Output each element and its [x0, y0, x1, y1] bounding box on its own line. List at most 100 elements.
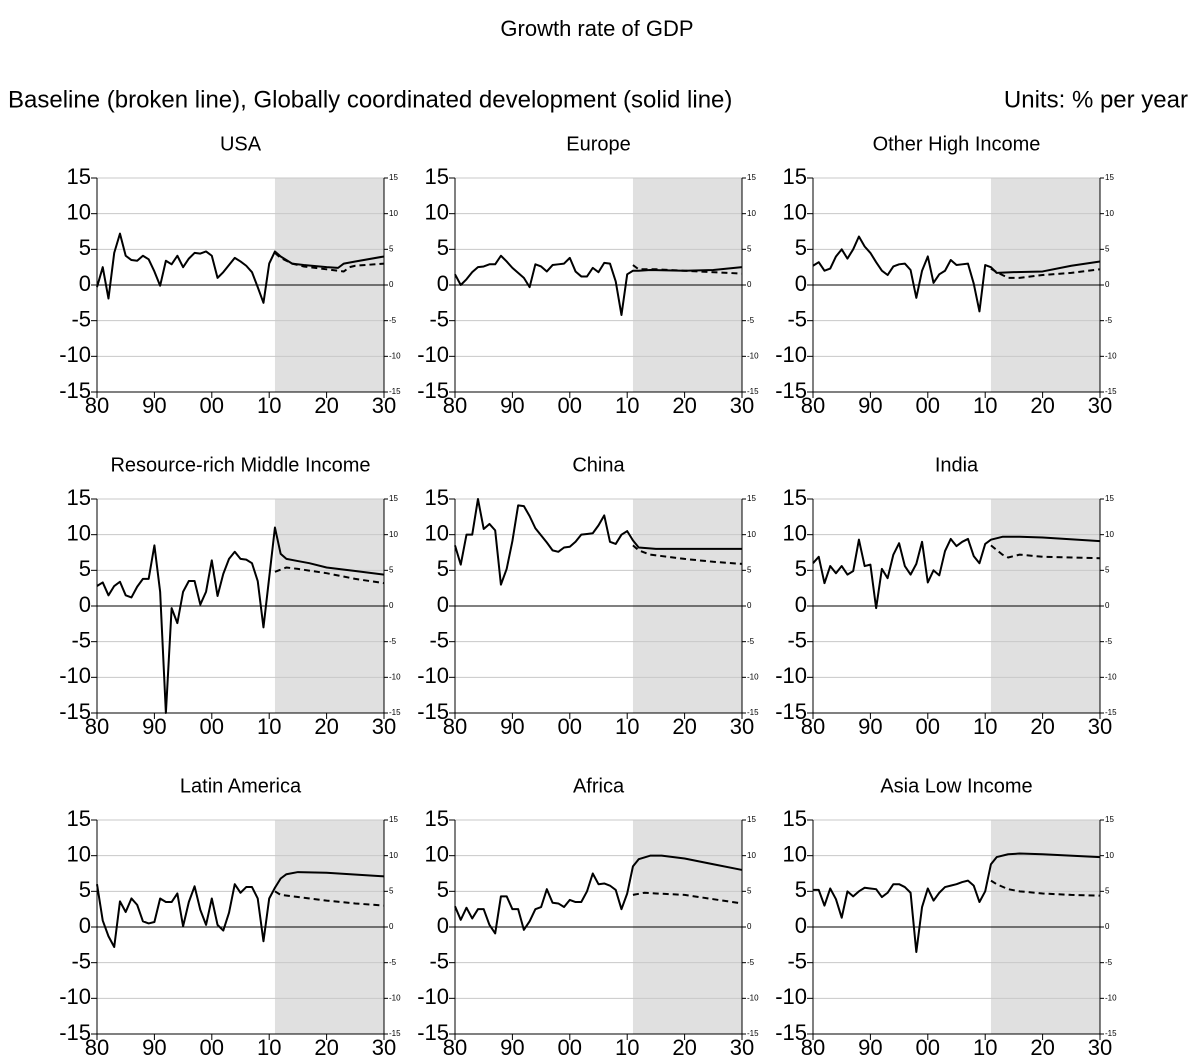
y2-tick-label: -15 [1105, 387, 1117, 396]
x-tick-label: 90 [500, 714, 524, 739]
baseline-line [632, 544, 743, 565]
y-tick-label: 5 [79, 235, 91, 260]
y2-tick-label: -10 [389, 351, 401, 360]
x-tick-label: 80 [801, 714, 825, 739]
x-tick-label: 80 [85, 393, 109, 418]
x-tick-label: 10 [973, 714, 997, 739]
x-tick-label: 00 [200, 1035, 224, 1060]
y2-tick-label: -15 [1105, 1029, 1117, 1038]
y2-tick-label: 5 [747, 886, 752, 895]
panel-title: China [572, 454, 625, 476]
x-tick-label: 30 [1088, 393, 1112, 418]
coordinated-line [812, 535, 1101, 610]
x-tick-label: 00 [916, 393, 940, 418]
y2-tick-label: -10 [747, 993, 759, 1002]
x-tick-label: 90 [142, 714, 166, 739]
y-tick-label: -15 [417, 378, 449, 403]
y-tick-label: -15 [775, 378, 807, 403]
x-tick-label: 90 [858, 714, 882, 739]
y2-tick-label: 5 [747, 244, 752, 253]
x-tick-label: 10 [973, 393, 997, 418]
panel-title: India [935, 454, 979, 476]
x-tick-label: 20 [314, 1035, 338, 1060]
y2-tick-label: 10 [747, 530, 756, 539]
y-tick-label: 15 [425, 164, 449, 189]
panel-title: Africa [573, 775, 625, 797]
y-tick-label: 0 [795, 592, 807, 617]
y2-tick-label: -5 [1105, 316, 1113, 325]
x-tick-label: 00 [558, 714, 582, 739]
y2-tick-label: 5 [1105, 565, 1110, 574]
coordinated-line [812, 235, 1101, 313]
panel-title: Asia Low Income [880, 775, 1032, 797]
baseline-line [632, 891, 743, 905]
y-tick-label: 5 [437, 556, 449, 581]
y-tick-label: 10 [783, 199, 807, 224]
x-tick-label: 20 [672, 393, 696, 418]
coordinated-line [813, 852, 1101, 953]
y-tick-label: 5 [795, 235, 807, 260]
y2-tick-label: -15 [747, 1029, 759, 1038]
y-tick-label: 0 [437, 913, 449, 938]
y2-tick-label: 0 [747, 922, 752, 931]
x-tick-label: 90 [500, 1035, 524, 1060]
y-tick-label: 5 [437, 235, 449, 260]
y-tick-label: -5 [71, 948, 91, 973]
x-tick-label: 90 [858, 393, 882, 418]
coordinated-line [96, 871, 385, 948]
y2-tick-label: -15 [1105, 708, 1117, 717]
x-tick-label: 10 [257, 393, 281, 418]
x-tick-label: 90 [500, 393, 524, 418]
y2-tick-label: 5 [1105, 244, 1110, 253]
panel-title: Latin America [180, 775, 302, 797]
x-tick-label: 00 [200, 393, 224, 418]
coordinated-line [454, 498, 742, 586]
x-tick-label: 90 [858, 1035, 882, 1060]
y-tick-label: 10 [67, 199, 91, 224]
y2-tick-label: 15 [389, 173, 398, 182]
y2-tick-label: 5 [389, 886, 394, 895]
x-tick-label: 80 [443, 714, 467, 739]
baseline-line [274, 890, 385, 907]
y-tick-label: 15 [783, 164, 807, 189]
y-tick-label: -15 [59, 378, 91, 403]
x-tick-label: 80 [85, 1035, 109, 1060]
baseline-line [274, 252, 385, 273]
y-tick-label: 5 [79, 556, 91, 581]
y2-tick-label: 10 [747, 209, 756, 218]
x-tick-label: 20 [1030, 393, 1054, 418]
x-tick-label: 10 [973, 1035, 997, 1060]
y2-tick-label: -5 [747, 316, 755, 325]
panel-title: Other High Income [873, 133, 1041, 155]
y2-tick-label: 15 [747, 815, 756, 824]
y2-tick-label: 0 [1105, 601, 1110, 610]
y-tick-label: 0 [795, 913, 807, 938]
y2-tick-label: -10 [1105, 351, 1117, 360]
baseline-line [632, 264, 743, 275]
y-tick-label: 15 [67, 164, 91, 189]
baseline-line [990, 544, 1101, 560]
y-tick-label: 5 [795, 556, 807, 581]
y2-tick-label: -15 [747, 387, 759, 396]
y-tick-label: 15 [67, 806, 91, 831]
y2-tick-label: 10 [389, 851, 398, 860]
y2-tick-label: -10 [1105, 672, 1117, 681]
x-tick-label: 30 [1088, 1035, 1112, 1060]
y2-tick-label: 10 [747, 851, 756, 860]
subtitle: Baseline (broken line), Globally coordin… [8, 86, 732, 113]
y-tick-label: -10 [59, 342, 91, 367]
x-tick-label: 10 [257, 714, 281, 739]
y2-tick-label: 0 [1105, 922, 1110, 931]
y2-tick-label: -5 [389, 637, 397, 646]
y2-tick-label: 15 [389, 815, 398, 824]
y2-tick-label: -15 [747, 708, 759, 717]
y2-tick-label: 15 [1105, 494, 1114, 503]
panel-title: USA [220, 133, 262, 155]
y2-tick-label: 0 [389, 601, 394, 610]
x-tick-label: 00 [558, 393, 582, 418]
x-tick-label: 80 [801, 1035, 825, 1060]
x-tick-label: 00 [916, 1035, 940, 1060]
y-tick-label: 0 [79, 913, 91, 938]
